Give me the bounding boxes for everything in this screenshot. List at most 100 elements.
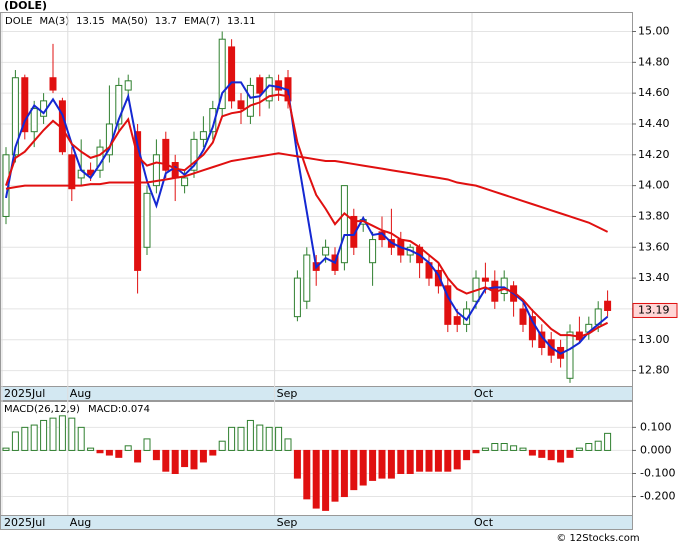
bar: [444, 449, 452, 472]
legend-text: 13.7: [155, 16, 177, 27]
bar: [519, 447, 527, 451]
bar: [11, 431, 19, 451]
candle-body: [369, 239, 377, 264]
bar: [491, 443, 499, 451]
legend-text: DOLE: [5, 16, 32, 27]
x-tick-label: Sep: [277, 387, 298, 400]
bar: [416, 449, 424, 472]
bar: [30, 424, 38, 451]
date-strip: [0, 386, 633, 401]
bar: [21, 426, 29, 451]
candle-body: [218, 38, 226, 110]
bar: [387, 449, 395, 479]
candle-body: [500, 277, 508, 295]
candle-body: [528, 316, 536, 341]
legend-text: MA(50): [112, 16, 148, 27]
bar: [49, 417, 57, 451]
y-tick-label: 14.40: [638, 117, 670, 130]
candle-body: [275, 80, 283, 91]
y-tick-label: 12.80: [638, 364, 670, 377]
x-tick-label: Aug: [70, 516, 91, 529]
panel-title: MACD(26,12,9): [4, 404, 80, 415]
candle-body: [134, 131, 142, 271]
candle-body: [604, 300, 612, 311]
x-tick-label: Oct: [474, 516, 494, 529]
candle-body: [322, 246, 330, 256]
candle-body: [199, 131, 207, 140]
bar: [190, 449, 198, 470]
bar: [143, 438, 151, 451]
legend-text: 13.15: [76, 16, 105, 27]
bar: [425, 449, 433, 472]
y-tick-label: 15.00: [638, 24, 670, 37]
candle-body: [171, 162, 179, 179]
footer: © 12Stocks.com: [556, 533, 639, 544]
bar: [293, 449, 301, 479]
candle-body: [152, 154, 160, 187]
candle-body: [162, 138, 170, 171]
bar: [115, 449, 123, 458]
y-tick-label: 13.40: [638, 271, 670, 284]
candle-body: [246, 84, 254, 117]
bar: [209, 449, 217, 456]
candle-body: [340, 185, 348, 264]
bar: [124, 445, 132, 451]
bar: [359, 449, 367, 486]
bar: [218, 440, 226, 451]
bar: [547, 449, 555, 461]
y-tick-label: 14.00: [638, 179, 670, 192]
y-tick-label: 13.60: [638, 240, 670, 253]
line: [5, 152, 609, 233]
bar: [594, 440, 602, 451]
bar: [284, 438, 292, 451]
price-panel: [0, 12, 633, 387]
bar: [228, 426, 236, 451]
panel-value: MACD:0.074: [88, 404, 150, 415]
bar: [152, 449, 160, 461]
bar: [397, 449, 405, 474]
bar: [378, 449, 386, 479]
bar: [171, 449, 179, 474]
candle-body: [49, 77, 57, 91]
candle-body: [11, 77, 19, 156]
last-price: 13.19: [638, 303, 670, 316]
price-box: [632, 302, 678, 318]
candle-body: [115, 84, 123, 125]
bar: [322, 449, 330, 511]
candle-body: [453, 316, 461, 325]
y-tick-label: 13.80: [638, 209, 670, 222]
bar: [40, 419, 48, 451]
candle-body: [30, 108, 38, 133]
candle-body: [434, 269, 442, 287]
bar: [246, 419, 254, 451]
bar: [2, 447, 10, 451]
candle-body: [143, 192, 151, 248]
bar: [96, 449, 104, 454]
candle-body: [124, 80, 132, 91]
bar: [265, 426, 273, 451]
y-tick-label: -0.200: [640, 490, 675, 503]
y-tick-label: 13.00: [638, 333, 670, 346]
bar: [472, 449, 480, 454]
candle-body: [444, 285, 452, 325]
bar: [199, 449, 207, 463]
y-tick-label: 14.20: [638, 148, 670, 161]
y-tick-label: 0.100: [640, 420, 672, 433]
candle-body: [181, 177, 189, 187]
x-tick-label: 2025Jul: [4, 516, 45, 529]
legend-text: MA(3): [39, 16, 69, 27]
legend-text: EMA(7): [184, 16, 220, 27]
candle-body: [237, 100, 245, 110]
bar: [350, 449, 358, 491]
x-tick-label: 2025Jul: [4, 387, 45, 400]
y-tick-label: 0.000: [640, 443, 672, 456]
x-tick-label: Sep: [277, 516, 298, 529]
bar: [256, 424, 264, 451]
bar: [181, 449, 189, 468]
date-strip: [0, 515, 633, 530]
bar: [510, 445, 518, 451]
bar: [331, 449, 339, 502]
bar: [312, 449, 320, 509]
bar: [237, 426, 245, 451]
